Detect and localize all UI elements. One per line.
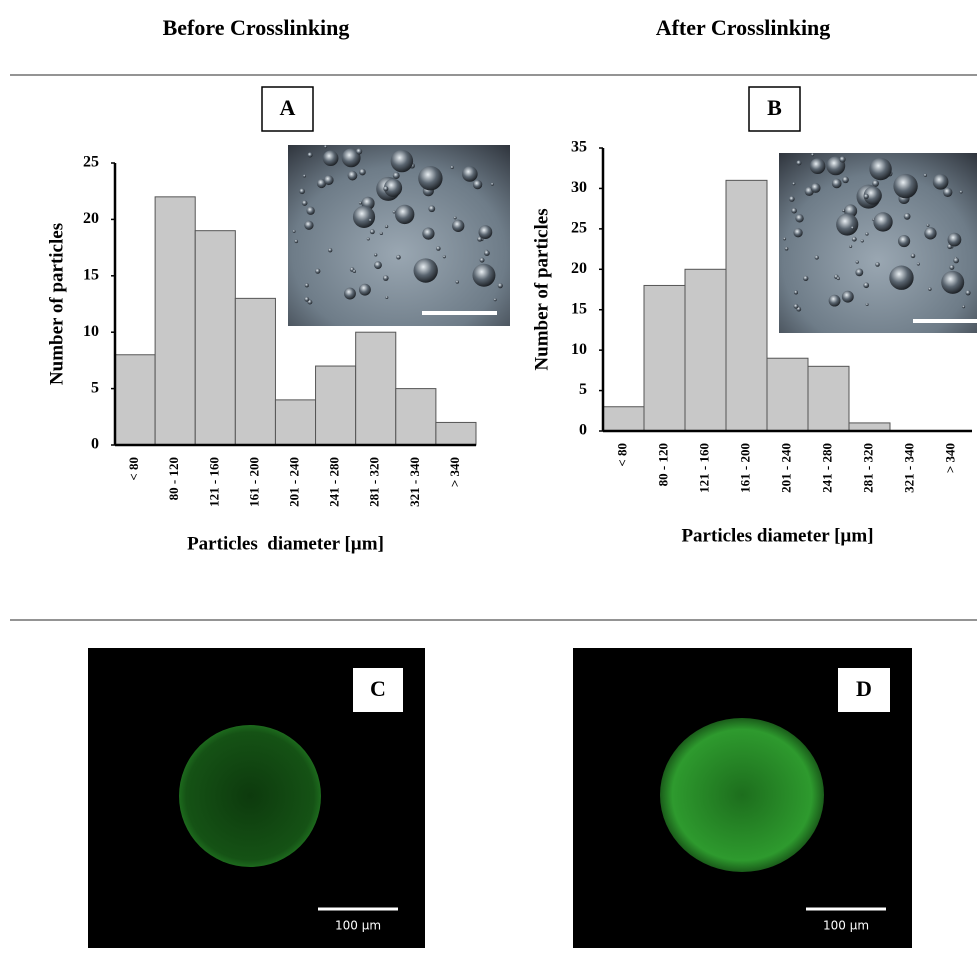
x-axis-label: Particles diameter [µm] bbox=[681, 525, 873, 546]
x-tick-label: 80 - 120 bbox=[166, 457, 181, 500]
bar bbox=[316, 366, 356, 445]
photo-inset bbox=[288, 145, 510, 326]
scale-bar-label: 100 µm bbox=[335, 919, 381, 933]
y-tick-label: 20 bbox=[571, 260, 587, 277]
panel-label: A bbox=[280, 95, 296, 120]
bar bbox=[685, 269, 726, 431]
microsphere bbox=[660, 718, 824, 872]
bar bbox=[396, 389, 436, 445]
figure: Before Crosslinking After Crosslinking A… bbox=[0, 0, 977, 972]
y-tick-label: 10 bbox=[83, 323, 99, 340]
x-tick-label: 161 - 200 bbox=[246, 457, 261, 507]
bar bbox=[436, 422, 476, 445]
scale-bar-label: 100 µm bbox=[823, 919, 869, 933]
bar bbox=[195, 231, 235, 445]
y-tick-label: 30 bbox=[571, 179, 587, 196]
x-tick-label: 281 - 320 bbox=[367, 457, 382, 507]
x-tick-label: > 340 bbox=[447, 457, 462, 487]
bar bbox=[235, 298, 275, 445]
y-tick-label: 20 bbox=[83, 210, 99, 227]
bar bbox=[644, 285, 685, 431]
bar bbox=[155, 197, 195, 445]
bar bbox=[356, 332, 396, 445]
panel-label: C bbox=[370, 676, 386, 701]
bar bbox=[808, 366, 849, 431]
x-tick-label: 321 - 340 bbox=[901, 443, 916, 493]
y-tick-label: 15 bbox=[571, 300, 587, 317]
bar bbox=[726, 180, 767, 431]
column-header: After Crosslinking bbox=[656, 15, 831, 40]
y-tick-label: 35 bbox=[571, 139, 587, 156]
x-tick-label: < 80 bbox=[614, 443, 629, 467]
panel-label: D bbox=[856, 676, 872, 701]
x-tick-label: 201 - 240 bbox=[286, 457, 301, 507]
y-tick-label: 25 bbox=[83, 154, 99, 171]
x-tick-label: 321 - 340 bbox=[407, 457, 422, 507]
x-tick-label: 80 - 120 bbox=[655, 443, 670, 486]
x-tick-label: 121 - 160 bbox=[206, 457, 221, 507]
y-tick-label: 0 bbox=[579, 422, 587, 439]
x-tick-label: 161 - 200 bbox=[737, 443, 752, 493]
bar bbox=[275, 400, 315, 445]
x-tick-label: 281 - 320 bbox=[860, 443, 875, 493]
x-axis-label: Particles diameter [µm] bbox=[187, 533, 384, 554]
x-tick-label: > 340 bbox=[942, 443, 957, 473]
x-tick-label: < 80 bbox=[126, 457, 141, 481]
bar bbox=[115, 355, 155, 445]
x-tick-label: 241 - 280 bbox=[327, 457, 342, 507]
y-tick-label: 0 bbox=[91, 436, 99, 453]
y-tick-label: 5 bbox=[579, 381, 587, 398]
y-tick-label: 25 bbox=[571, 220, 587, 237]
panel-label: B bbox=[767, 95, 782, 120]
x-tick-label: 201 - 240 bbox=[778, 443, 793, 493]
y-tick-label: 10 bbox=[571, 341, 587, 358]
microsphere bbox=[179, 725, 321, 867]
bar bbox=[603, 407, 644, 431]
x-tick-label: 121 - 160 bbox=[696, 443, 711, 493]
y-tick-label: 15 bbox=[83, 266, 99, 283]
x-tick-label: 241 - 280 bbox=[819, 443, 834, 493]
y-axis-label: Number of particles bbox=[46, 223, 67, 385]
y-tick-label: 5 bbox=[91, 379, 99, 396]
bar bbox=[767, 358, 808, 431]
y-axis-label: Number of particles bbox=[531, 208, 552, 370]
column-header: Before Crosslinking bbox=[163, 15, 350, 40]
photo-inset bbox=[779, 153, 977, 333]
